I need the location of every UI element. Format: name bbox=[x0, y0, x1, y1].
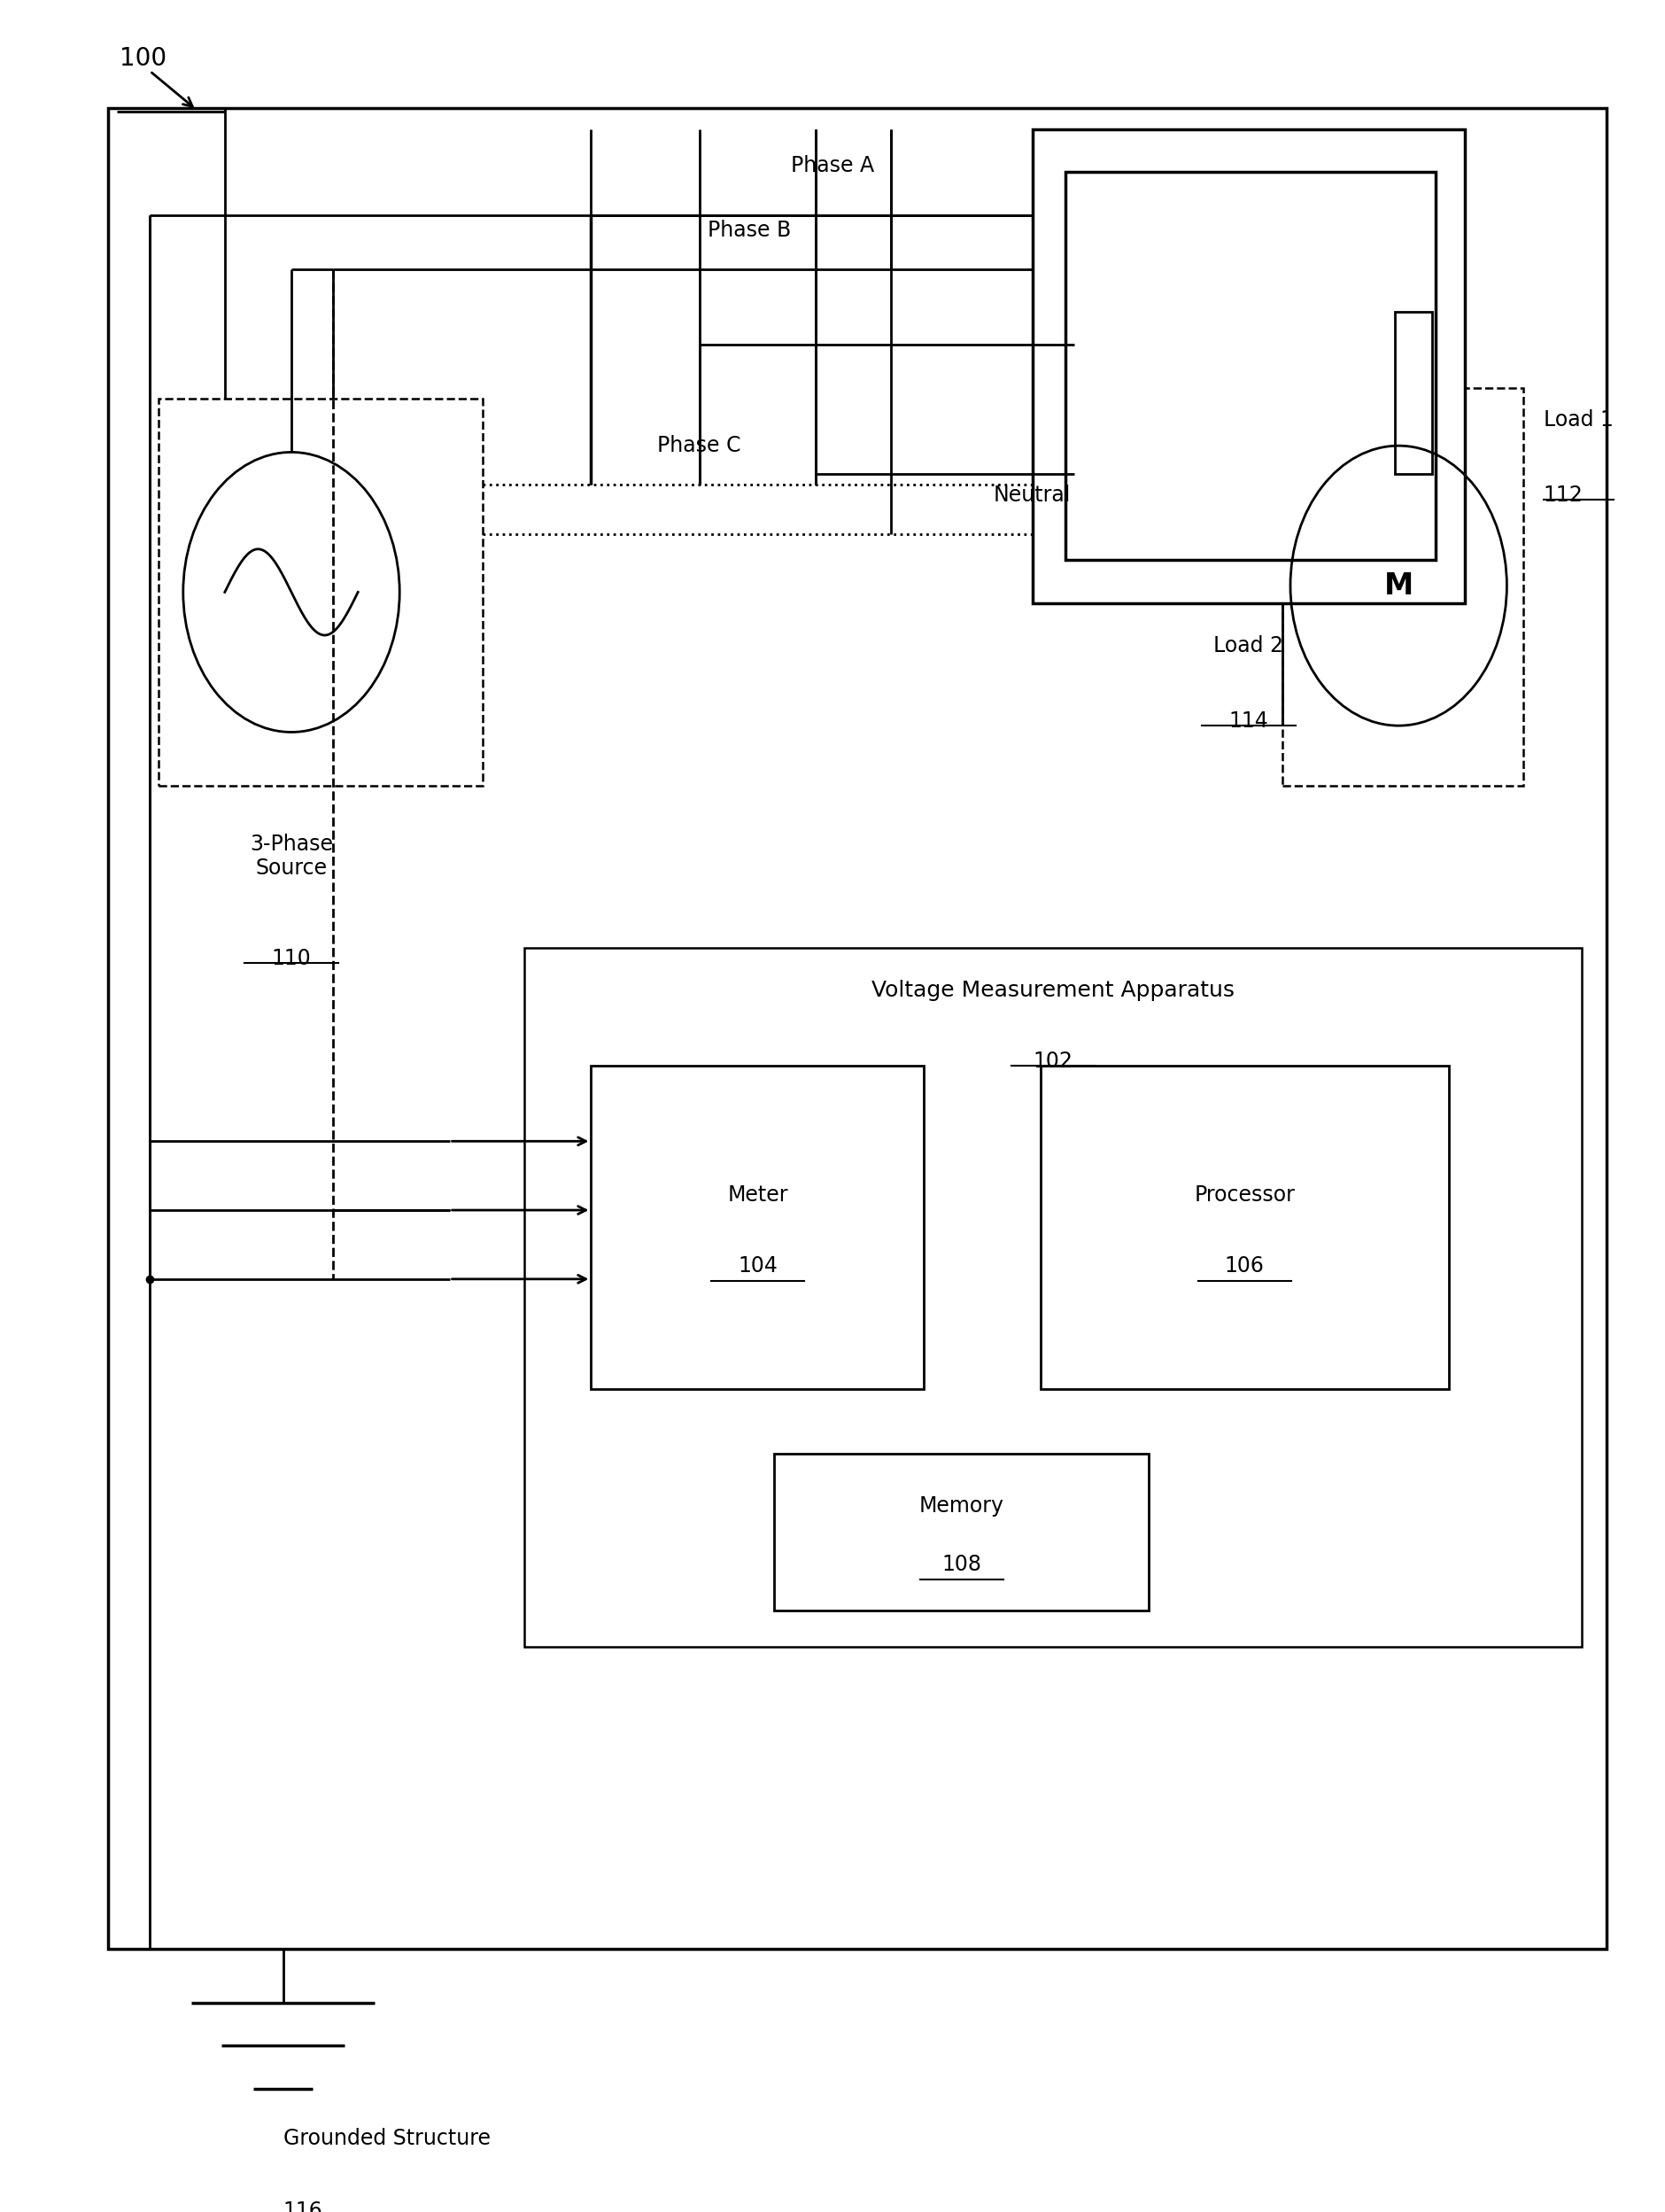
Text: Grounded Structure: Grounded Structure bbox=[283, 2128, 490, 2148]
Text: 110: 110 bbox=[271, 947, 311, 969]
Text: 3-Phase
Source: 3-Phase Source bbox=[250, 834, 333, 878]
Bar bbox=[524, 947, 1582, 1648]
Text: Phase A: Phase A bbox=[791, 155, 874, 177]
Bar bbox=[1282, 387, 1523, 785]
Text: 114: 114 bbox=[1229, 710, 1269, 732]
Text: 116: 116 bbox=[283, 2201, 323, 2212]
Bar bbox=[774, 1453, 1149, 1610]
Text: 108: 108 bbox=[942, 1553, 981, 1575]
Text: Neutral: Neutral bbox=[994, 484, 1071, 507]
Bar bbox=[1032, 128, 1465, 604]
Text: Load 1: Load 1 bbox=[1543, 409, 1613, 431]
Text: Phase C: Phase C bbox=[658, 436, 741, 456]
Bar bbox=[1066, 173, 1435, 560]
Bar bbox=[158, 398, 483, 785]
Text: Load 2: Load 2 bbox=[1214, 635, 1284, 657]
Text: Meter: Meter bbox=[728, 1183, 788, 1206]
Text: Phase B: Phase B bbox=[708, 219, 791, 241]
Text: Memory: Memory bbox=[919, 1495, 1004, 1517]
Text: M: M bbox=[1384, 571, 1414, 599]
Text: 106: 106 bbox=[1225, 1256, 1264, 1276]
Bar bbox=[591, 1066, 924, 1389]
Text: Voltage Measurement Apparatus: Voltage Measurement Apparatus bbox=[871, 980, 1235, 1002]
Bar bbox=[1041, 1066, 1449, 1389]
Text: Processor: Processor bbox=[1194, 1183, 1295, 1206]
Text: 100: 100 bbox=[120, 46, 166, 71]
Bar bbox=[108, 108, 1607, 1949]
Text: 112: 112 bbox=[1543, 484, 1583, 507]
Bar bbox=[1395, 312, 1432, 473]
Text: 104: 104 bbox=[738, 1256, 778, 1276]
Text: 102: 102 bbox=[1034, 1051, 1072, 1073]
